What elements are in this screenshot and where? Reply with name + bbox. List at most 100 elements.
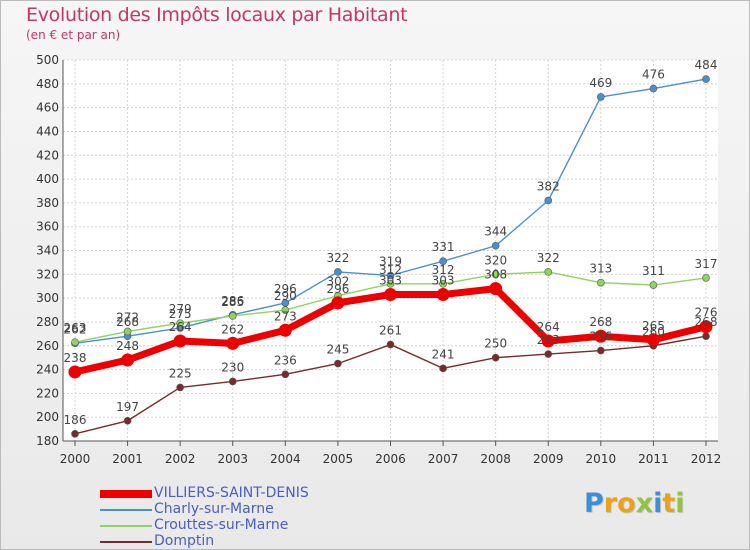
logo-letter: r — [603, 488, 618, 519]
data-label: 245 — [326, 343, 349, 357]
data-point — [594, 329, 608, 343]
data-point — [491, 241, 500, 250]
data-label: 265 — [642, 319, 665, 333]
y-tick-label: 380 — [36, 196, 59, 210]
data-label: 285 — [221, 295, 244, 309]
chart-title: Evolution des Impôts locaux par Habitant — [26, 4, 408, 26]
data-label: 313 — [589, 262, 612, 276]
legend-swatch-charly — [100, 509, 152, 511]
y-tick-label: 220 — [36, 386, 59, 400]
data-label: 290 — [274, 289, 297, 303]
data-label: 317 — [695, 257, 718, 271]
data-label: 250 — [484, 337, 507, 351]
data-label: 322 — [326, 251, 349, 265]
data-label: 344 — [484, 225, 507, 239]
y-tick-label: 360 — [36, 220, 59, 234]
data-point — [173, 334, 187, 348]
x-tick-label: 2005 — [323, 452, 354, 466]
legend-label-villiers: VILLIERS-SAINT-DENIS — [154, 485, 309, 501]
legend-label-crouttes: Crouttes-sur-Marne — [154, 517, 289, 533]
data-label: 296 — [326, 282, 349, 296]
x-tick-label: 2011 — [638, 452, 669, 466]
data-label: 264 — [169, 320, 192, 334]
data-label: 469 — [589, 76, 612, 90]
data-label: 331 — [432, 240, 455, 254]
x-tick-label: 2008 — [480, 452, 511, 466]
x-tick-label: 2006 — [375, 452, 406, 466]
y-tick-label: 340 — [36, 244, 59, 258]
x-tick-label: 2001 — [112, 452, 143, 466]
data-point — [489, 282, 503, 296]
data-label: 296 — [274, 282, 297, 296]
legend-swatch-crouttes — [100, 525, 152, 527]
y-tick-label: 440 — [36, 124, 59, 138]
logo-letter: o — [617, 488, 636, 519]
data-label: 312 — [379, 263, 402, 277]
x-tick-label: 2010 — [586, 452, 617, 466]
logo-letter: x — [635, 488, 654, 519]
data-point — [699, 320, 713, 334]
legend-swatch-domptin — [100, 541, 152, 543]
data-point — [544, 350, 553, 358]
data-label: 268 — [116, 315, 139, 329]
data-label: 186 — [64, 413, 87, 427]
y-tick-label: 260 — [36, 339, 59, 353]
data-point — [71, 430, 79, 438]
data-point — [228, 312, 237, 320]
data-label: 322 — [537, 251, 560, 265]
y-tick-label: 280 — [36, 315, 59, 329]
data-label: 303 — [432, 274, 455, 288]
data-point — [176, 383, 184, 392]
data-label: 319 — [379, 255, 402, 269]
data-label: 262 — [221, 322, 244, 336]
logo-letter: i — [653, 488, 663, 519]
data-point — [334, 359, 342, 368]
data-point — [386, 340, 395, 349]
data-label: 286 — [221, 294, 244, 308]
data-label: 272 — [116, 310, 139, 324]
data-label: 273 — [274, 309, 297, 323]
data-label: 241 — [432, 347, 455, 361]
legend-label-domptin: Domptin — [154, 533, 215, 549]
x-tick-label: 2009 — [533, 452, 564, 466]
data-point — [649, 281, 658, 289]
y-tick-label: 320 — [36, 267, 59, 281]
data-label: 236 — [274, 353, 297, 367]
logo-letter: i — [675, 488, 685, 519]
data-point — [281, 370, 290, 379]
data-label: 197 — [116, 400, 139, 414]
data-label: 302 — [326, 275, 349, 289]
data-point — [123, 327, 132, 336]
data-label: 320 — [484, 253, 507, 267]
data-point — [491, 353, 500, 362]
data-point — [226, 336, 240, 350]
data-label: 476 — [642, 68, 665, 82]
data-point — [649, 84, 658, 93]
data-label: 262 — [64, 322, 87, 336]
data-point — [597, 346, 605, 355]
data-point — [334, 268, 342, 276]
data-point — [646, 333, 660, 347]
data-label: 308 — [484, 268, 507, 282]
x-tick-label: 2004 — [270, 452, 301, 466]
data-point — [702, 274, 710, 282]
data-point — [541, 334, 555, 348]
logo-letter: P — [584, 488, 604, 519]
data-label: 382 — [537, 179, 560, 193]
y-tick-label: 180 — [36, 434, 59, 448]
data-point — [597, 93, 605, 101]
data-point — [597, 278, 605, 287]
y-tick-label: 420 — [36, 148, 59, 162]
data-label: 268 — [589, 315, 612, 329]
x-tick-label: 2012 — [691, 452, 722, 466]
data-label: 248 — [116, 339, 139, 353]
data-point — [281, 306, 290, 314]
data-label: 311 — [642, 264, 665, 278]
data-label: 264 — [537, 320, 560, 334]
data-label: 253 — [537, 333, 560, 347]
data-label: 261 — [379, 324, 402, 338]
data-point — [384, 288, 397, 302]
x-tick-label: 2000 — [60, 452, 91, 466]
x-tick-label: 2007 — [428, 452, 459, 466]
